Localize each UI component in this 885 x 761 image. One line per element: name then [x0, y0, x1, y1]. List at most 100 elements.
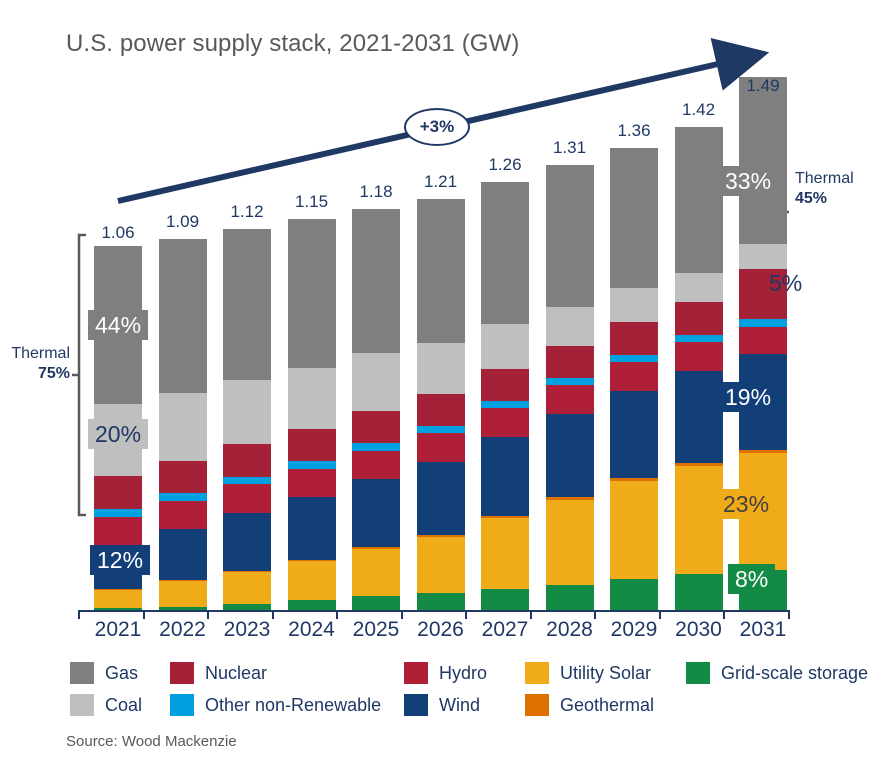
- legend-item-other-non-renewable[interactable]: Other non-Renewable: [170, 694, 404, 716]
- bar-segment-coal[interactable]: [481, 323, 529, 369]
- bar-segment-coal[interactable]: [223, 379, 271, 445]
- bar-segment-wind[interactable]: [481, 436, 529, 516]
- bar-segment-gas[interactable]: [223, 229, 271, 380]
- bar-segment-nuclear[interactable]: [158, 460, 207, 494]
- bar-segment-utility-solar[interactable]: [94, 589, 142, 609]
- bar-segment-utility-solar[interactable]: [158, 581, 207, 607]
- bar-segment-utility-solar[interactable]: [287, 561, 336, 601]
- bar-segment-utility-solar[interactable]: [674, 465, 723, 575]
- bar-segment-utility-solar[interactable]: [352, 548, 400, 597]
- bar-segment-wind[interactable]: [352, 479, 400, 548]
- bar-segment-other-non-renewable[interactable]: [158, 493, 207, 501]
- bar-segment-grid-scale-storage[interactable]: [674, 574, 723, 610]
- bar-segment-geothermal[interactable]: [287, 560, 336, 562]
- bar-2024[interactable]: [287, 219, 336, 610]
- bar-segment-utility-solar[interactable]: [416, 536, 465, 593]
- bar-segment-coal[interactable]: [674, 273, 723, 303]
- bar-segment-nuclear[interactable]: [610, 322, 658, 355]
- bar-segment-hydro[interactable]: [545, 385, 594, 415]
- bar-segment-gas[interactable]: [352, 208, 400, 354]
- bar-segment-hydro[interactable]: [739, 327, 787, 354]
- bar-segment-nuclear[interactable]: [545, 345, 594, 379]
- bar-segment-grid-scale-storage[interactable]: [416, 593, 465, 610]
- bar-segment-utility-solar[interactable]: [481, 517, 529, 589]
- bar-segment-other-non-renewable[interactable]: [545, 378, 594, 386]
- bar-2031[interactable]: [739, 76, 787, 610]
- bar-segment-geothermal[interactable]: [223, 570, 271, 572]
- bar-segment-gas[interactable]: [481, 181, 529, 324]
- bar-segment-gas[interactable]: [739, 76, 787, 245]
- bar-segment-grid-scale-storage[interactable]: [610, 579, 658, 610]
- bar-segment-gas[interactable]: [610, 147, 658, 289]
- bar-segment-coal[interactable]: [610, 288, 658, 323]
- bar-segment-coal[interactable]: [545, 306, 594, 346]
- bar-segment-grid-scale-storage[interactable]: [223, 604, 271, 610]
- bar-segment-grid-scale-storage[interactable]: [158, 606, 207, 610]
- bar-segment-hydro[interactable]: [481, 408, 529, 437]
- bar-segment-coal[interactable]: [287, 367, 336, 430]
- bar-segment-coal[interactable]: [352, 353, 400, 412]
- bar-segment-nuclear[interactable]: [287, 429, 336, 462]
- bar-segment-hydro[interactable]: [416, 433, 465, 463]
- bar-segment-gas[interactable]: [545, 164, 594, 307]
- bar-segment-grid-scale-storage[interactable]: [287, 600, 336, 610]
- bar-2029[interactable]: [610, 147, 658, 610]
- bar-segment-grid-scale-storage[interactable]: [481, 588, 529, 610]
- legend-item-hydro[interactable]: Hydro: [404, 662, 525, 684]
- legend-item-nuclear[interactable]: Nuclear: [170, 662, 404, 684]
- bar-segment-utility-solar[interactable]: [223, 571, 271, 605]
- bar-segment-hydro[interactable]: [610, 361, 658, 391]
- bar-segment-utility-solar[interactable]: [610, 480, 658, 580]
- bar-segment-other-non-renewable[interactable]: [416, 426, 465, 434]
- bar-segment-grid-scale-storage[interactable]: [352, 596, 400, 610]
- bar-segment-wind[interactable]: [416, 462, 465, 536]
- bar-segment-other-non-renewable[interactable]: [223, 476, 271, 485]
- bar-segment-wind[interactable]: [223, 513, 271, 571]
- bar-segment-other-non-renewable[interactable]: [287, 461, 336, 469]
- legend-item-gas[interactable]: Gas: [70, 662, 170, 684]
- bar-segment-hydro[interactable]: [674, 341, 723, 371]
- bar-segment-geothermal[interactable]: [739, 450, 787, 453]
- bar-segment-hydro[interactable]: [352, 450, 400, 480]
- bar-segment-geothermal[interactable]: [481, 515, 529, 518]
- bar-segment-coal[interactable]: [158, 392, 207, 461]
- bar-segment-geothermal[interactable]: [158, 580, 207, 582]
- bar-segment-nuclear[interactable]: [223, 444, 271, 477]
- bar-segment-geothermal[interactable]: [545, 497, 594, 500]
- bar-segment-nuclear[interactable]: [674, 302, 723, 335]
- bar-segment-grid-scale-storage[interactable]: [545, 584, 594, 610]
- bar-2023[interactable]: [223, 229, 271, 610]
- bar-segment-hydro[interactable]: [223, 484, 271, 514]
- bar-segment-hydro[interactable]: [158, 500, 207, 530]
- bar-segment-geothermal[interactable]: [94, 588, 142, 590]
- bar-segment-wind[interactable]: [610, 390, 658, 479]
- bar-segment-nuclear[interactable]: [94, 476, 142, 509]
- bar-segment-other-non-renewable[interactable]: [739, 318, 787, 328]
- bar-segment-coal[interactable]: [416, 342, 465, 394]
- bar-segment-nuclear[interactable]: [739, 269, 787, 319]
- bar-segment-wind[interactable]: [674, 370, 723, 464]
- bar-2022[interactable]: [158, 239, 207, 610]
- bar-segment-geothermal[interactable]: [352, 547, 400, 549]
- bar-2025[interactable]: [352, 208, 400, 610]
- bar-segment-wind[interactable]: [158, 529, 207, 581]
- bar-segment-geothermal[interactable]: [610, 478, 658, 481]
- bar-segment-wind[interactable]: [287, 497, 336, 561]
- bar-2026[interactable]: [416, 198, 465, 610]
- bar-segment-gas[interactable]: [287, 219, 336, 368]
- bar-segment-coal[interactable]: [739, 244, 787, 270]
- bar-segment-gas[interactable]: [674, 127, 723, 274]
- bar-segment-wind[interactable]: [545, 414, 594, 498]
- legend-item-grid-scale-storage[interactable]: Grid-scale storage: [686, 662, 868, 684]
- legend-item-geothermal[interactable]: Geothermal: [525, 694, 686, 716]
- bar-segment-hydro[interactable]: [94, 516, 142, 546]
- bar-segment-gas[interactable]: [158, 239, 207, 393]
- bar-segment-other-non-renewable[interactable]: [94, 508, 142, 517]
- bar-2028[interactable]: [545, 164, 594, 610]
- bar-segment-other-non-renewable[interactable]: [352, 443, 400, 451]
- bar-segment-other-non-renewable[interactable]: [610, 354, 658, 362]
- bar-segment-gas[interactable]: [416, 198, 465, 343]
- bar-segment-nuclear[interactable]: [352, 411, 400, 444]
- bar-segment-nuclear[interactable]: [481, 368, 529, 401]
- legend-item-wind[interactable]: Wind: [404, 694, 525, 716]
